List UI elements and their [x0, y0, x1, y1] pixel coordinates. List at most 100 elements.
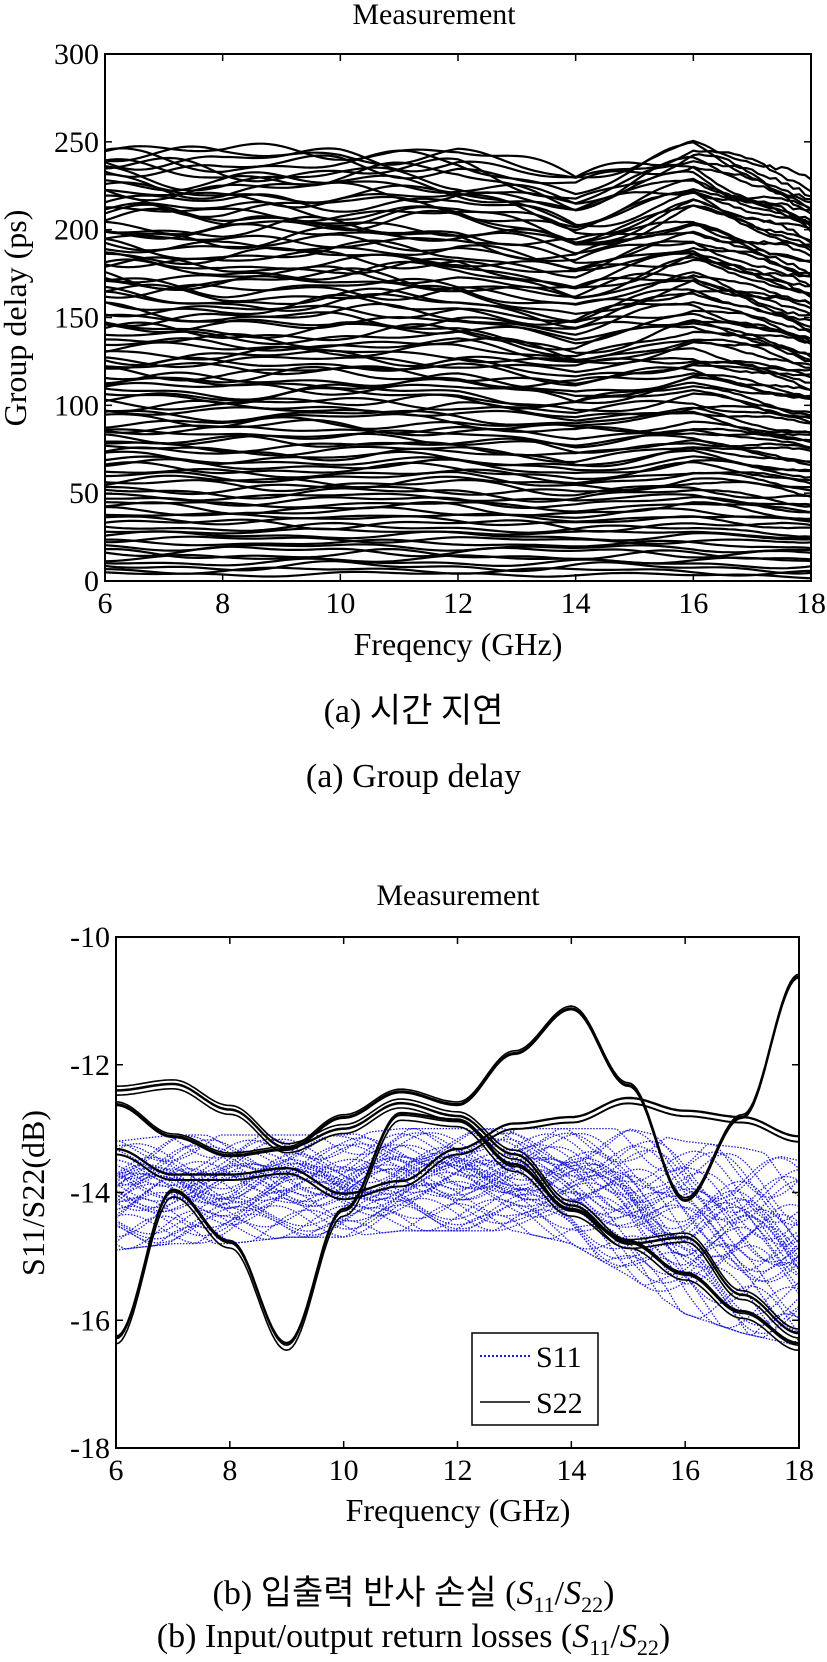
- group-delay-trace: [104, 383, 812, 417]
- group-delay-trace: [104, 249, 812, 288]
- chart-a-ticks: 6 8 10 12 14 16 18 0 50 100 150 200 250 300: [54, 38, 826, 620]
- group-delay-trace: [104, 312, 812, 345]
- group-delay-trace: [104, 365, 812, 392]
- caption-b-korean-s1: S: [516, 1575, 534, 1612]
- group-delay-trace: [104, 153, 812, 212]
- s11-trace: [115, 1128, 800, 1203]
- s11-trace: [115, 1152, 800, 1248]
- group-delay-trace: [104, 340, 812, 366]
- x-tick-label: 16: [678, 587, 708, 620]
- y-tick-label: -16: [70, 1304, 110, 1337]
- x-tick-label: 12: [443, 587, 473, 620]
- group-delay-trace: [104, 240, 812, 277]
- s22-trace: [115, 976, 800, 1203]
- s11-trace: [115, 1202, 800, 1335]
- group-delay-trace: [104, 492, 812, 506]
- s11-trace: [115, 1132, 800, 1226]
- group-delay-trace: [104, 321, 812, 361]
- s11-trace: [115, 1144, 800, 1241]
- chart-b-xlabel: Frequency (GHz): [346, 1492, 571, 1528]
- group-delay-trace: [104, 449, 812, 472]
- x-tick-label: 10: [329, 1454, 359, 1487]
- s11-trace: [115, 1155, 800, 1263]
- x-tick-label: 18: [796, 587, 826, 620]
- group-delay-trace: [104, 566, 812, 577]
- s11-trace: [115, 1197, 800, 1335]
- s11-trace: [115, 1133, 800, 1224]
- y-tick-label: 150: [54, 302, 99, 335]
- group-delay-trace: [104, 223, 812, 258]
- group-delay-trace: [104, 434, 812, 454]
- s11-trace: [115, 1156, 800, 1266]
- group-delay-trace: [104, 501, 812, 514]
- group-delay-trace: [104, 527, 812, 539]
- x-tick-label: 18: [784, 1454, 814, 1487]
- chart-b-traces: [115, 973, 800, 1352]
- chart-a-xlabel: Freqency (GHz): [354, 626, 563, 662]
- s22-trace: [116, 1082, 800, 1334]
- group-delay-trace: [104, 267, 812, 310]
- group-delay-trace: [104, 478, 812, 498]
- x-tick-label: 12: [443, 1454, 473, 1487]
- caption-b-english-sub1: 11: [589, 1635, 611, 1660]
- s22-trace: [115, 1119, 800, 1352]
- caption-b-korean-text: (b) 입출력 반사 손실 (: [212, 1575, 517, 1612]
- legend-box: [471, 1332, 599, 1426]
- chart-b-ticks: 6 8 10 12 14 16 18 -18 -16 -14 -12 -10: [70, 921, 814, 1487]
- caption-b-korean-sub1: 11: [533, 1592, 555, 1617]
- x-tick-label: 6: [98, 587, 113, 620]
- group-delay-trace: [104, 474, 812, 492]
- chart-a-traces: [104, 139, 812, 580]
- x-tick-label: 8: [222, 1454, 237, 1487]
- s11-trace: [115, 1193, 800, 1327]
- y-tick-label: -12: [70, 1049, 110, 1082]
- group-delay-trace: [104, 399, 812, 424]
- group-delay-trace: [104, 557, 812, 570]
- group-delay-trace: [105, 204, 812, 244]
- group-delay-trace: [104, 170, 812, 224]
- caption-b-korean-close: ): [603, 1575, 615, 1612]
- group-delay-trace: [104, 468, 812, 485]
- s11-trace: [115, 1204, 800, 1339]
- s11-trace: [115, 1156, 800, 1258]
- x-tick-label: 8: [215, 587, 230, 620]
- caption-b-korean-s2: S: [564, 1575, 582, 1612]
- s11-trace: [115, 1152, 800, 1260]
- group-delay-trace: [104, 505, 812, 522]
- s11-trace: [115, 1138, 800, 1221]
- group-delay-trace: [104, 147, 812, 198]
- caption-b-english-sub2: 22: [636, 1635, 659, 1660]
- group-delay-trace: [104, 275, 812, 305]
- group-delay-trace: [104, 301, 812, 343]
- s11-trace: [115, 1156, 800, 1265]
- chart-a-title: Measurement: [352, 0, 516, 31]
- chart-b-ylabel: S11/S22(dB): [15, 1110, 51, 1276]
- chart-b-title: Measurement: [376, 879, 540, 912]
- s22-trace: [115, 975, 800, 1201]
- s11-trace: [115, 1171, 800, 1289]
- caption-b-korean-sub2: 22: [581, 1592, 604, 1617]
- group-delay-trace: [104, 559, 812, 575]
- caption-b-english-s2: S: [619, 1618, 637, 1655]
- caption-a-korean: (a) 시간 지연: [323, 693, 504, 730]
- s22-trace: [115, 1083, 800, 1335]
- s22-trace: [115, 1112, 800, 1345]
- group-delay-trace: [104, 145, 812, 193]
- s11-trace: [115, 1198, 800, 1329]
- s11-trace: [115, 1157, 800, 1262]
- s22-trace: [115, 976, 800, 1202]
- caption-b-english-text: (b) Input/output return losses (: [156, 1618, 573, 1655]
- y-tick-label: -18: [70, 1432, 110, 1465]
- group-delay-trace: [104, 255, 812, 299]
- group-delay-trace: [104, 406, 812, 425]
- y-tick-label: 50: [69, 477, 99, 510]
- s11-trace: [115, 1197, 800, 1346]
- legend-s11-label: S11: [536, 1341, 582, 1374]
- group-delay-trace: [105, 483, 812, 500]
- x-tick-label: 14: [561, 587, 591, 620]
- chart-b-legend: S11 S22: [471, 1332, 599, 1426]
- x-tick-label: 14: [556, 1454, 586, 1487]
- group-delay-trace: [104, 410, 812, 437]
- s22-trace: [115, 973, 800, 1199]
